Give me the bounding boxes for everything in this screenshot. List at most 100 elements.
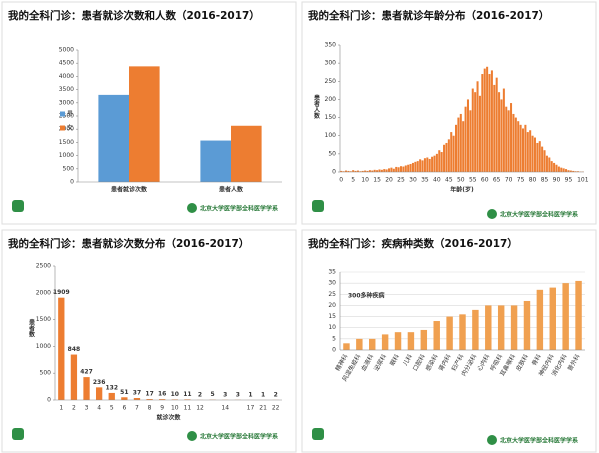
bar	[433, 155, 436, 172]
bar	[344, 170, 347, 172]
bar	[543, 150, 546, 172]
bar	[531, 135, 534, 172]
bar	[428, 158, 431, 172]
bar	[378, 169, 381, 172]
bar	[521, 128, 525, 172]
bar	[146, 399, 153, 400]
y-tick-label: 100	[325, 132, 337, 139]
data-label: 3	[236, 391, 240, 398]
bar	[517, 121, 520, 172]
bar	[356, 338, 363, 350]
bar	[562, 283, 569, 350]
bar	[536, 289, 544, 350]
x-tick-label: 患者人数	[219, 186, 244, 194]
y-tick-label: 200	[325, 96, 337, 103]
bar	[483, 68, 486, 172]
x-tick-label: 8	[148, 405, 152, 412]
data-label: 848	[68, 346, 81, 353]
bar	[476, 81, 479, 172]
data-label: 17	[145, 391, 153, 398]
bar	[519, 124, 522, 172]
bar	[498, 92, 501, 172]
x-tick-label: 9	[160, 405, 164, 412]
bar	[420, 329, 428, 350]
y-tick-label: 2000	[59, 126, 74, 133]
bar	[560, 167, 563, 172]
y-tick-label: 4500	[59, 60, 74, 67]
bar	[421, 160, 424, 172]
logo-icon	[312, 200, 324, 212]
logo-icon	[12, 200, 24, 212]
x-tick-label: 15	[373, 177, 381, 184]
bar	[98, 94, 129, 182]
data-label: 3	[223, 391, 227, 398]
bar	[231, 125, 262, 182]
bar	[510, 103, 513, 172]
bar	[524, 124, 527, 172]
bar	[404, 165, 407, 172]
bar	[402, 166, 405, 172]
footer: 北京大学医学部全科医学学系	[500, 437, 578, 445]
x-tick-label: 25	[397, 177, 405, 184]
footer: 北京大学医学部全科医学学系	[200, 205, 278, 213]
y-tick-label: 0	[332, 169, 336, 176]
bar	[416, 161, 419, 172]
bar	[411, 162, 414, 172]
bar	[512, 113, 515, 172]
bar	[500, 99, 503, 172]
bar	[502, 88, 505, 172]
bar	[550, 161, 553, 172]
bar	[486, 66, 489, 172]
bar	[381, 334, 389, 350]
bar	[70, 354, 78, 400]
logo-icon	[312, 428, 324, 440]
bar	[510, 305, 518, 350]
panel-border	[1, 229, 297, 453]
legend-swatch	[60, 111, 65, 117]
bar	[388, 168, 391, 172]
bar	[462, 121, 465, 172]
y-tick-label: 3000	[59, 99, 74, 106]
x-tick-label: 10	[361, 177, 369, 184]
y-tick-label: 10	[328, 324, 336, 331]
bar	[359, 171, 362, 172]
y-axis-label: 患者数	[28, 318, 35, 338]
y-tick-label: 2500	[59, 113, 74, 120]
data-label: 427	[80, 369, 93, 376]
bar	[440, 152, 443, 172]
panel: 我的全科门诊：患者就诊年龄分布（2016-2017） 北京大学医学部全科医学学系…	[301, 1, 597, 225]
logo-icon	[487, 209, 497, 219]
data-label: 1	[248, 391, 252, 398]
bar	[459, 113, 462, 172]
x-tick-label: 6	[122, 405, 126, 412]
legend-label: 女	[67, 124, 73, 132]
bar	[133, 398, 141, 400]
bar	[450, 132, 453, 172]
x-tick-label: 35	[421, 177, 429, 184]
bar	[493, 84, 496, 172]
x-tick-label: 4	[97, 405, 101, 412]
bar	[347, 170, 350, 172]
bar	[574, 171, 577, 172]
logo-icon	[187, 431, 197, 441]
bar	[369, 338, 376, 350]
y-tick-label: 15	[328, 313, 336, 320]
x-tick-label: 90	[553, 177, 561, 184]
bar	[95, 387, 103, 400]
bar	[457, 117, 460, 172]
bar	[469, 110, 472, 172]
legend-swatch	[60, 125, 65, 131]
bar	[577, 171, 580, 172]
y-tick-label: 5	[332, 335, 336, 342]
bar	[514, 117, 517, 172]
x-tick-label: 14	[221, 405, 229, 412]
bar	[390, 167, 393, 172]
x-tick-label: 22	[272, 405, 280, 412]
bar	[394, 332, 402, 350]
bar	[373, 169, 376, 172]
bar	[409, 164, 412, 172]
y-tick-label: 1500	[36, 316, 51, 323]
y-tick-label: 4000	[59, 73, 74, 80]
bar	[536, 142, 539, 172]
